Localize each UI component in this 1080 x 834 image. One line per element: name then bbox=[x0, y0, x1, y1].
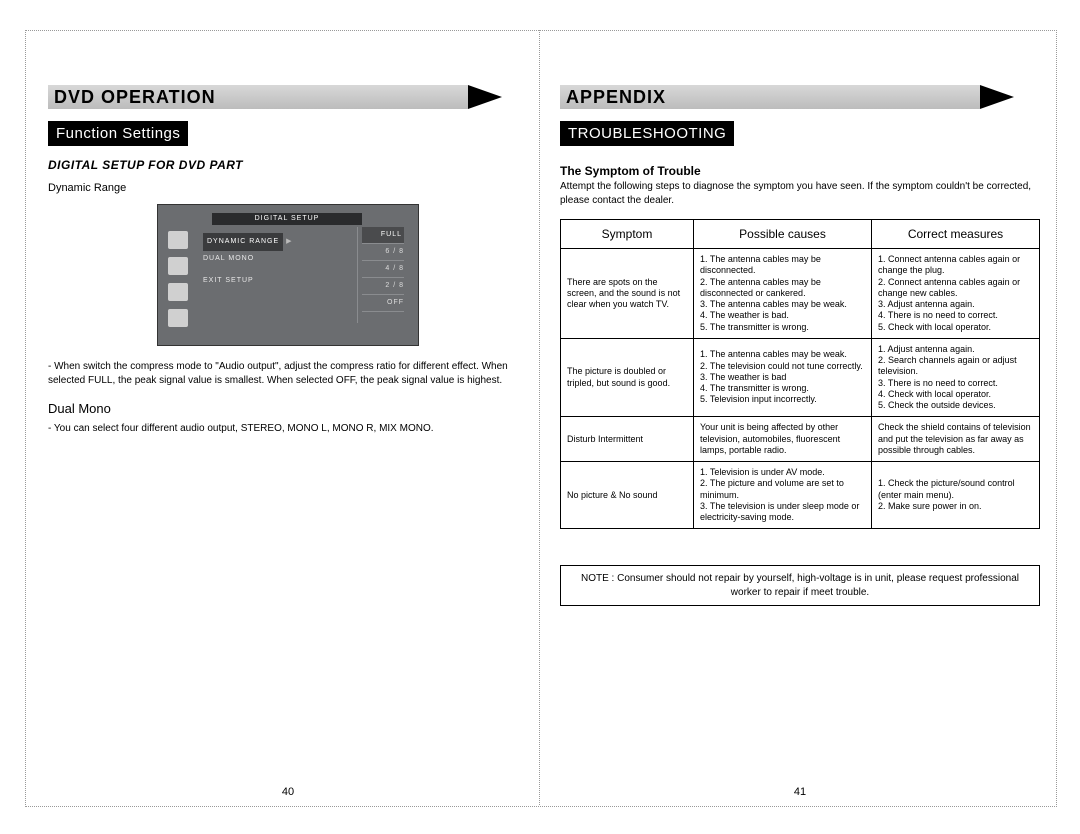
cell-measures: 1. Connect antenna cables again or chang… bbox=[872, 249, 1040, 339]
banner-title: APPENDIX bbox=[566, 85, 666, 109]
cell-symptom: Disturb Intermittent bbox=[561, 417, 694, 462]
table-row: There are spots on the screen, and the s… bbox=[561, 249, 1040, 339]
osd-value: OFF bbox=[362, 295, 404, 312]
section-banner-left: DVD OPERATION bbox=[48, 85, 528, 111]
osd-value: 6 / 8 bbox=[362, 244, 404, 261]
osd-menu-col: DYNAMIC RANGE ▶ DUAL MONO EXIT SETUP bbox=[203, 233, 292, 289]
note-box: NOTE : Consumer should not repair by you… bbox=[560, 565, 1040, 606]
osd-icon bbox=[168, 257, 188, 275]
osd-setup-box: DIGITAL SETUP DYNAMIC RANGE ▶ DUAL MONO … bbox=[157, 204, 419, 346]
osd-icon bbox=[168, 283, 188, 301]
page-spread: DVD OPERATION Function Settings DIGITAL … bbox=[0, 0, 1080, 834]
chevron-right-icon: ▶ bbox=[286, 238, 292, 245]
cell-measures: Check the shield contains of television … bbox=[872, 417, 1040, 462]
dual-mono-heading: Dual Mono bbox=[48, 401, 528, 416]
symptom-intro: Attempt the following steps to diagnose … bbox=[560, 180, 1040, 207]
osd-value: 2 / 8 bbox=[362, 278, 404, 295]
section-banner-right: APPENDIX bbox=[560, 85, 1040, 111]
osd-menu-item: DUAL MONO bbox=[203, 251, 292, 267]
digital-setup-heading: DIGITAL SETUP FOR DVD PART bbox=[48, 158, 528, 172]
table-row: Disturb Intermittent Your unit is being … bbox=[561, 417, 1040, 462]
sub-banner-left: Function Settings bbox=[48, 121, 188, 146]
osd-menu-item: DYNAMIC RANGE bbox=[203, 233, 283, 251]
osd-value: FULL bbox=[362, 227, 404, 244]
table-row: The picture is doubled or tripled, but s… bbox=[561, 338, 1040, 417]
paragraph: - You can select four different audio ou… bbox=[48, 422, 528, 436]
cell-measures: 1. Adjust antenna again. 2. Search chann… bbox=[872, 338, 1040, 417]
table-header-row: Symptom Possible causes Correct measures bbox=[561, 220, 1040, 249]
col-header: Symptom bbox=[561, 220, 694, 249]
dynamic-range-label: Dynamic Range bbox=[48, 182, 528, 194]
osd-icon bbox=[168, 309, 188, 327]
warning-row bbox=[560, 539, 1040, 557]
symptom-heading: The Symptom of Trouble bbox=[560, 164, 1040, 178]
cell-symptom: No picture & No sound bbox=[561, 462, 694, 529]
osd-icon-col bbox=[168, 231, 198, 335]
osd-icon bbox=[168, 231, 188, 249]
cell-causes: 1. The antenna cables may be weak. 2. Th… bbox=[694, 338, 872, 417]
banner-title: DVD OPERATION bbox=[54, 85, 216, 109]
sub-banner-right: TROUBLESHOOTING bbox=[560, 121, 734, 146]
col-header: Correct measures bbox=[872, 220, 1040, 249]
col-header: Possible causes bbox=[694, 220, 872, 249]
troubleshoot-table: Symptom Possible causes Correct measures… bbox=[560, 219, 1040, 529]
page-number-left: 40 bbox=[48, 786, 528, 798]
right-page: APPENDIX TROUBLESHOOTING The Symptom of … bbox=[560, 85, 1040, 606]
cell-causes: 1. The antenna cables may be disconnecte… bbox=[694, 249, 872, 339]
page-number-right: 41 bbox=[560, 786, 1040, 798]
cell-symptom: There are spots on the screen, and the s… bbox=[561, 249, 694, 339]
osd-title: DIGITAL SETUP bbox=[212, 213, 362, 225]
osd-menu-item: EXIT SETUP bbox=[203, 273, 292, 289]
table-row: No picture & No sound 1. Television is u… bbox=[561, 462, 1040, 529]
osd-value: 4 / 8 bbox=[362, 261, 404, 278]
paragraph: - When switch the compress mode to "Audi… bbox=[48, 360, 528, 387]
center-fold bbox=[539, 30, 540, 805]
osd-divider bbox=[357, 227, 358, 323]
cell-causes: 1. Television is under AV mode. 2. The p… bbox=[694, 462, 872, 529]
cell-symptom: The picture is doubled or tripled, but s… bbox=[561, 338, 694, 417]
osd-value-col: FULL 6 / 8 4 / 8 2 / 8 OFF bbox=[362, 227, 404, 312]
cell-causes: Your unit is being affected by other tel… bbox=[694, 417, 872, 462]
left-page: DVD OPERATION Function Settings DIGITAL … bbox=[48, 85, 528, 448]
cell-measures: 1. Check the picture/sound control (ente… bbox=[872, 462, 1040, 529]
